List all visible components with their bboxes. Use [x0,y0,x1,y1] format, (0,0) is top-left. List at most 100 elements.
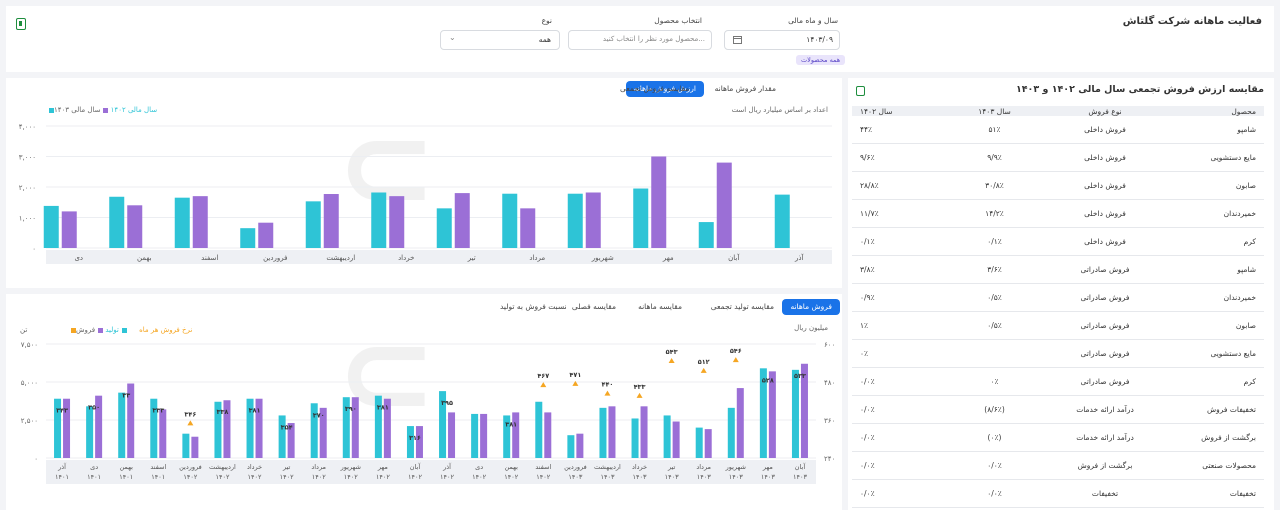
bar-sales [672,421,680,458]
top-legend: سال مالی ۱۴۰۲ سال مالی ۱۴۰۳ [46,106,169,114]
x-tick-year: ۱۴۰۳ [600,473,614,481]
table-title: مقایسه ارزش فروش تجمعی سال مالی ۱۴۰۲ و ۱… [1015,84,1264,95]
filter-card: فعالیت ماهانه شرکت گلتاش سال و ماه مالی … [6,6,1274,72]
x-tick-month: مرداد [311,463,326,471]
x-tick-month: فروردین [179,463,202,471]
data-label: ۵۱۲ [698,358,710,366]
x-tick-year: ۱۴۰۲ [440,473,454,481]
x-tick-year: ۱۴۰۲ [408,473,422,481]
bar-sales [800,363,808,458]
bar-sales [480,413,488,458]
cell-1402: ۰/۱٪ [852,227,947,256]
cell-1403: (۸/۶٪) [947,395,1042,424]
y2-tick-label: ۶۰۰ [824,341,835,349]
rate-marker [604,390,611,396]
x-tick-label: خرداد [398,254,414,262]
x-tick-label: مرداد [529,254,545,262]
table-row: تخفیفات تخفیفات ۰/۰٪ ۰/۰٪ [852,479,1264,508]
bar-1403 [174,197,190,248]
x-tick-year: ۱۴۰۱ [151,473,165,481]
cell-1402: ۱٪ [852,311,947,340]
x-tick-year: ۱۴۰۱ [87,473,101,481]
bar-1403 [633,188,649,248]
cell-product: کرم [1168,227,1264,256]
data-label: ۳۷۰ [313,411,325,419]
bar-sales [255,398,263,458]
bar-production [503,415,511,458]
cell-1403: ۳۰/۸٪ [947,171,1042,200]
x-tick-month: آبان [410,462,422,471]
tab-cumulative-sales[interactable]: مقایسه فروش تجمعی [620,84,690,93]
cell-1402: ۰/۰٪ [852,423,947,452]
bar-1403 [502,193,518,248]
period-field[interactable]: ۱۴۰۳/۰۹ [724,30,840,50]
tab-monthly-quantity[interactable]: مقدار فروش ماهانه [714,84,776,93]
bar-1403 [567,193,583,248]
bar-production [310,403,318,458]
bar-sales [287,423,295,458]
cell-sale-type: فروش صادراتی [1042,339,1168,368]
cell-sale-type: تخفیفات [1042,479,1168,508]
col-1403: سال ۱۴۰۳ [947,106,1042,116]
tab-seasonal-compare[interactable]: مقایسه فصلی [571,302,616,311]
data-label: ۳۸۱ [377,404,389,412]
bar-production [471,413,479,458]
cell-product: صابون [1168,311,1264,340]
all-products-chip[interactable]: همه محصولات [796,55,846,65]
data-label: ۳۹۵ [441,399,453,407]
cell-product: خمیردندان [1168,283,1264,312]
bar-sales [608,406,616,458]
bar-sales [736,388,744,458]
cell-1402: ۳/۸٪ [852,255,947,284]
x-tick-label: آبان [728,253,740,262]
bar-production [727,407,735,458]
data-label: ۵۴۶ [730,347,742,355]
y2-tick-label: ۲۴۰ [824,455,835,463]
bar-production [278,415,286,458]
tab-cumulative-production[interactable]: مقایسه تولید تجمعی [710,302,774,311]
tab-monthly-value[interactable]: ارزش فروش ماهانه [625,81,704,97]
tab-monthly-sales[interactable]: فروش ماهانه [782,299,840,315]
x-tick-year: ۱۴۰۱ [55,473,69,481]
sales-production-chart: ۰ ۲,۵۰۰ ۵,۰۰۰ ۷,۵۰۰ ۲۴۰ ۳۶۰ ۴۸۰ ۶۰۰ ۵۳۳ آبان ۱۴۰۳ ۵… [21,341,835,484]
data-label: ۳۳ [122,392,130,400]
bar-1403 [109,196,125,248]
rate-marker [540,382,547,388]
x-tick-year: ۱۴۰۳ [633,473,647,481]
data-label: ۳۵۴ [281,423,293,431]
cell-1403: ۹/۹٪ [947,143,1042,172]
cell-1403: ۰/۵٪ [947,283,1042,312]
page-title: فعالیت ماهانه شرکت گلتاش [1122,16,1262,27]
top-tabs: مقدار فروش ماهانه ارزش فروش ماهانه [614,81,784,97]
cell-sale-type: درآمد ارائه خدمات [1042,423,1168,452]
bar-1402 [651,156,667,248]
y-tick-label: ۴,۰۰۰ [19,123,36,131]
bar-1402 [258,222,274,248]
excel-icon[interactable] [856,86,865,96]
cell-1403: ۱۴/۲٪ [947,199,1042,228]
product-select[interactable]: محصول مورد نظر را انتخاب کنید... [568,30,712,50]
tab-sales-to-production[interactable]: نسبت فروش به تولید [500,302,567,311]
bar-production [631,418,639,458]
bar-sales [191,436,199,458]
x-tick-year: ۱۴۰۲ [183,473,197,481]
bar-sales [415,426,423,458]
rate-marker [668,358,675,364]
cell-sale-type: فروش داخلی [1042,227,1168,256]
y2-tick-label: ۴۸۰ [824,379,835,387]
x-tick-year: ۱۴۰۱ [119,473,133,481]
x-tick-month: شهریور [340,463,361,471]
x-tick-month: اسفند [535,463,551,471]
bar-1402 [127,205,143,248]
x-tick-month: فروردین [564,463,587,471]
bar-sales [95,395,103,458]
bar-1402 [389,196,405,248]
type-select[interactable]: همه ⌄ [440,30,560,50]
data-label: ۳۸۱ [249,407,261,415]
y-tick-label: ۵,۰۰۰ [21,379,38,387]
cell-1402: ۹/۶٪ [852,143,947,172]
excel-icon[interactable] [16,18,26,30]
tab-monthly-compare[interactable]: مقایسه ماهانه [638,302,682,311]
bar-production [535,401,543,458]
table-row: محصولات صنعتی برگشت از فروش ۰/۰٪ ۰/۰٪ [852,451,1264,480]
